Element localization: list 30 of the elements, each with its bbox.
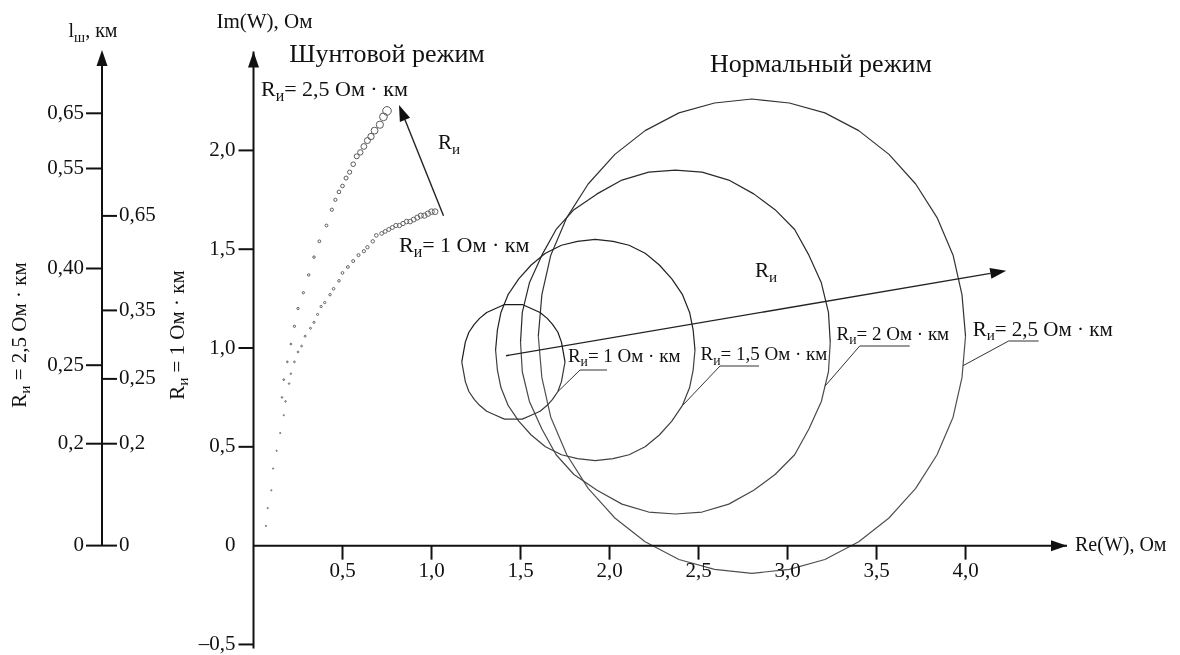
annotation: Нормальный режим — [710, 48, 932, 78]
x-tick-label: 2,5 — [685, 558, 712, 583]
y-tick-label: 1,5 — [209, 235, 236, 260]
x-tick-label: 4,0 — [952, 558, 979, 583]
text: 0,2 — [57, 430, 84, 455]
text: 0 — [119, 532, 130, 557]
x-tick-label: 2,0 — [596, 558, 623, 583]
y-axis-title: Im(W), Ом — [216, 9, 313, 34]
text: Rи = 1 Ом · км — [164, 270, 192, 400]
y-tick-label: –0,5 — [197, 630, 236, 655]
y-tick-label: 2,0 — [209, 136, 236, 161]
text: 0,65 — [47, 99, 84, 124]
text: 0,35 — [119, 296, 156, 321]
text: 0,40 — [47, 255, 84, 280]
x-tick-label: 3,5 — [863, 558, 890, 583]
text: 0,25 — [47, 351, 84, 376]
annotation: Шунтовой режим — [289, 38, 485, 68]
text: 0,65 — [119, 202, 156, 227]
y-tick-label: 0,5 — [209, 433, 236, 458]
text: 0 — [73, 532, 84, 557]
y-tick-label: 0 — [225, 532, 236, 557]
x-tick-label: 0,5 — [329, 558, 356, 583]
text: Rи = 2,5 Ом · км — [6, 262, 34, 408]
x-axis-title: Re(W), Ом — [1075, 532, 1167, 556]
x-tick-label: 1,5 — [507, 558, 534, 583]
text: 0,25 — [119, 365, 156, 390]
text: 0,2 — [119, 430, 146, 455]
text: 0,55 — [47, 155, 84, 180]
x-tick-label: 1,0 — [418, 558, 445, 583]
y-tick-label: 1,0 — [209, 334, 236, 359]
